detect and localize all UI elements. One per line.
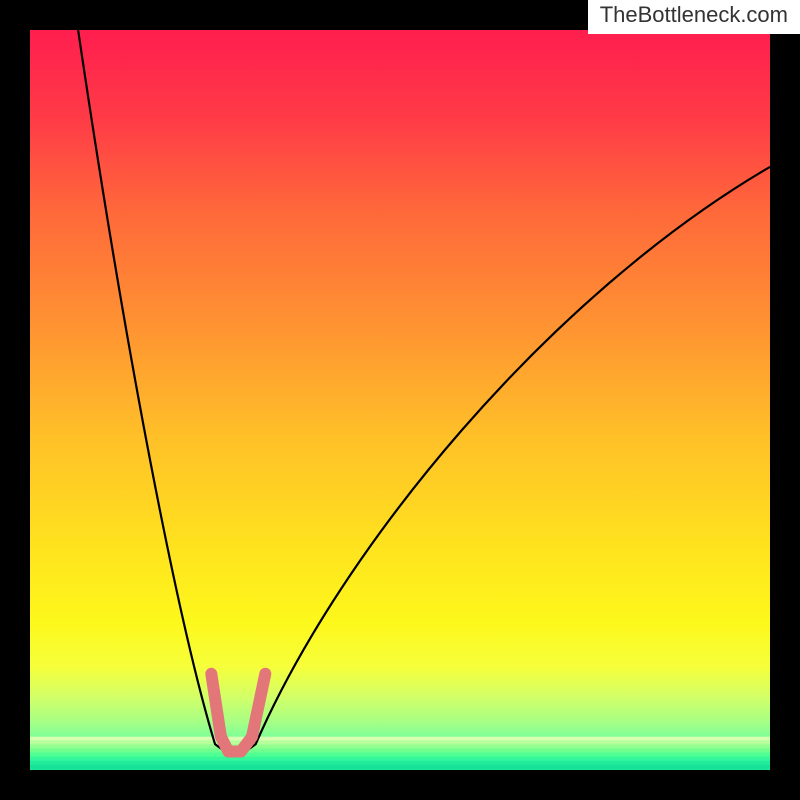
green-bar: [30, 737, 770, 741]
green-bar: [30, 745, 770, 749]
green-bar: [30, 749, 770, 753]
green-bar: [30, 741, 770, 745]
green-bar: [30, 753, 770, 757]
gradient-rect: [30, 30, 770, 770]
watermark-label: TheBottleneck.com: [588, 0, 800, 34]
chart-frame: TheBottleneck.com: [0, 0, 800, 800]
plot-area: [30, 30, 770, 770]
green-bar: [30, 765, 770, 769]
green-bars-group: [30, 737, 770, 769]
green-bar: [30, 757, 770, 761]
green-bar: [30, 761, 770, 765]
plot-svg: [30, 30, 770, 770]
